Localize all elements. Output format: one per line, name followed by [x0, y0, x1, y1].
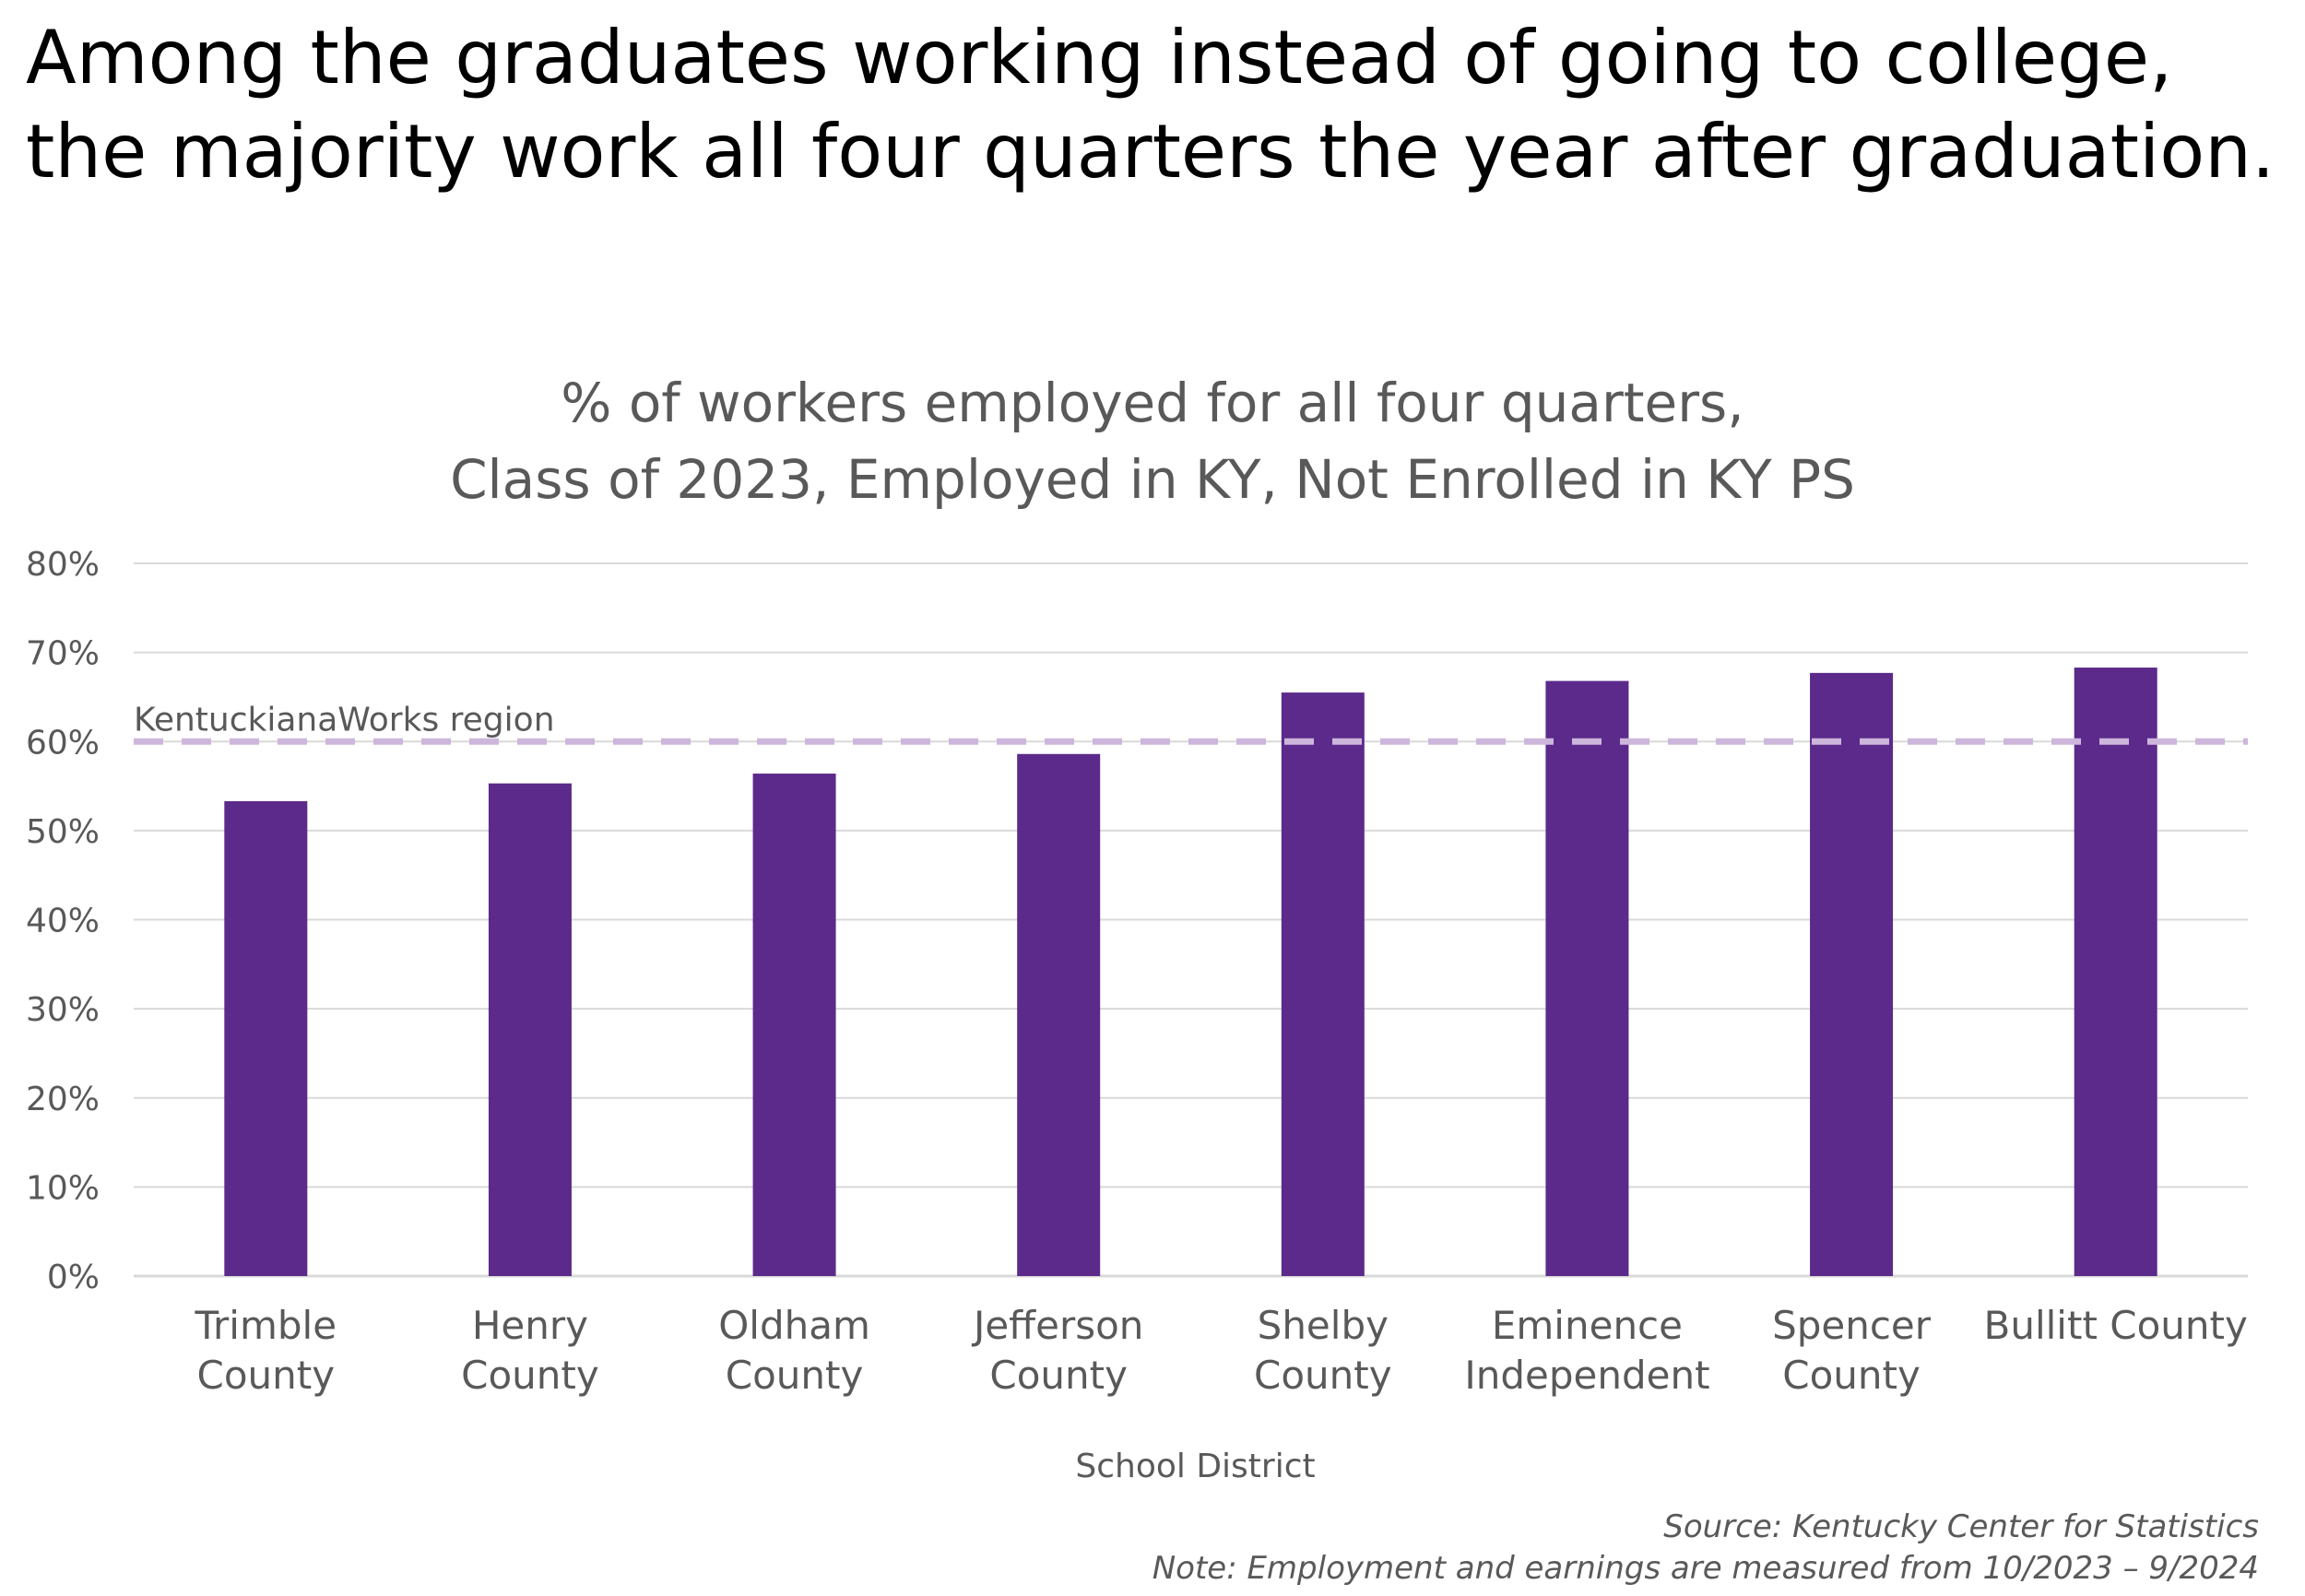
y-tick-label: 30%	[26, 991, 100, 1029]
reference-line-label: KentuckianaWorks region	[134, 701, 555, 739]
headline: Among the graduates working instead of g…	[26, 15, 2275, 195]
bar	[488, 783, 572, 1276]
y-tick-label: 10%	[26, 1169, 100, 1207]
x-tick-label: County	[1254, 1353, 1392, 1398]
chart-title-line-1: % of workers employed for all four quart…	[561, 372, 1744, 434]
y-tick-label: 80%	[26, 546, 100, 584]
measurement-note: Note: Employment and earnings are measur…	[1152, 1550, 2259, 1587]
bar	[1545, 680, 1629, 1276]
chart-title-line-2: Class of 2023, Employed in KY, Not Enrol…	[450, 448, 1855, 511]
x-tick-label: Bullitt County	[1984, 1303, 2248, 1348]
bar	[2074, 668, 2157, 1276]
bar	[752, 774, 836, 1276]
y-tick-label: 70%	[26, 635, 100, 673]
source-note: Source: Kentucky Center for Statistics	[1663, 1508, 2259, 1545]
y-tick-label: 20%	[26, 1081, 100, 1118]
x-tick-label: County	[726, 1353, 864, 1398]
y-tick-label: 50%	[26, 813, 100, 851]
x-axis-title: School District	[1075, 1448, 1315, 1485]
x-tick-label: County	[1782, 1353, 1921, 1398]
x-tick-label: Henry	[472, 1303, 588, 1348]
x-tick-label: County	[197, 1353, 336, 1398]
y-tick-label: 40%	[26, 903, 100, 940]
bar	[224, 800, 308, 1276]
x-tick-label: Oldham	[718, 1303, 870, 1348]
x-tick-label: County	[989, 1353, 1128, 1398]
x-tick-label: Spencer	[1772, 1303, 1932, 1348]
x-tick-label: Shelby	[1258, 1303, 1389, 1348]
y-tick-label: 0%	[47, 1259, 100, 1296]
bar	[1017, 753, 1101, 1276]
bar	[1810, 672, 1894, 1276]
x-tick-label: County	[461, 1353, 599, 1398]
bar	[1281, 692, 1365, 1276]
x-tick-label: Eminence	[1492, 1303, 1683, 1348]
x-tick-label: Trimble	[195, 1303, 337, 1348]
x-tick-label: Independent	[1464, 1353, 1709, 1398]
y-tick-label: 60%	[26, 724, 100, 762]
x-tick-label: Jefferson	[971, 1303, 1143, 1348]
